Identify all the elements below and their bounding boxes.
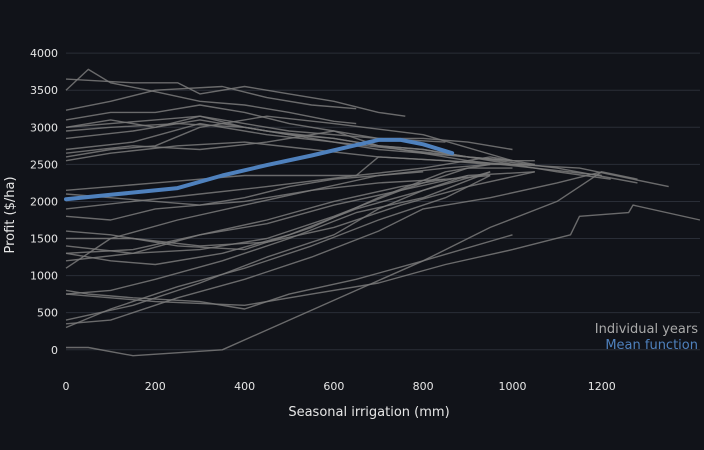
individual-year-line-21: [65, 174, 491, 329]
x-tick-label: 200: [145, 380, 166, 393]
y-tick-labels: 0 500 1000 1500 2000 2500 3000 3500 4000: [30, 47, 58, 357]
individual-year-line-29: [65, 171, 602, 325]
x-tick-label: 1000: [498, 380, 526, 393]
x-tick-label: 400: [234, 380, 255, 393]
y-tick-label: 1500: [30, 233, 58, 246]
y-tick-label: 4000: [30, 47, 58, 60]
legend-label-1: Mean function: [605, 338, 698, 353]
x-tick-label: 600: [323, 380, 344, 393]
y-axis-title: Profit ($/ha): [3, 176, 18, 253]
x-tick-label: 0: [63, 380, 70, 393]
individual-year-line-3: [65, 104, 446, 143]
individual-year-line-12: [65, 156, 535, 191]
y-tick-label: 2000: [30, 195, 58, 208]
x-tick-label: 800: [413, 380, 434, 393]
x-tick-labels: 0 200 400 600 800 1000 1200: [63, 380, 616, 393]
individual-year-line-2: [65, 85, 357, 111]
individual-year-line-22: [65, 174, 469, 321]
mean-function-line: [64, 137, 455, 202]
individual-year-line-14: [65, 163, 491, 269]
x-tick-label: 1200: [588, 380, 616, 393]
individual-year-line-24: [65, 174, 491, 206]
x-axis-title: Seasonal irrigation (mm): [288, 405, 449, 420]
y-tick-label: 3000: [30, 121, 58, 134]
grid-lines: [66, 52, 700, 351]
individual-year-line-0: [65, 68, 357, 125]
individual-year-line-9: [65, 141, 669, 188]
mean-function-line-group: [64, 137, 455, 202]
y-tick-label: 3500: [30, 84, 58, 97]
y-tick-label: 0: [51, 344, 58, 357]
individual-year-line-20: [65, 171, 491, 295]
individual-year-line-10: [65, 115, 535, 162]
individual-year-line-25: [65, 178, 446, 262]
individual-year-line-28: [66, 171, 638, 357]
y-tick-label: 1000: [30, 270, 58, 283]
y-tick-label: 2500: [30, 158, 58, 171]
individual-year-lines: [65, 68, 701, 357]
individual-year-line-23: [65, 171, 424, 221]
y-tick-label: 500: [37, 307, 58, 320]
individual-year-line-18: [65, 171, 491, 266]
individual-year-line-16: [65, 167, 513, 255]
individual-year-line-1: [65, 78, 406, 117]
individual-year-line-26: [65, 234, 513, 310]
individual-year-line-27: [65, 204, 701, 306]
legend-label-0: Individual years: [595, 322, 698, 337]
